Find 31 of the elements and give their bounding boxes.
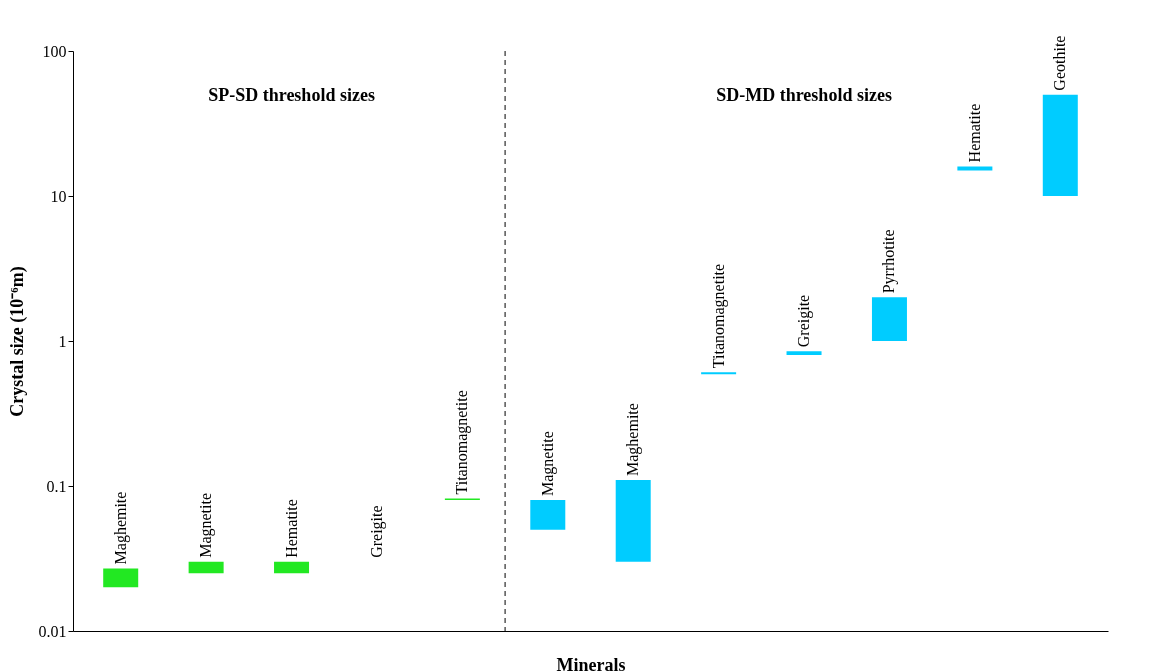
y-tick-label: 0.01	[38, 622, 67, 640]
y-tick-label: 1	[58, 332, 67, 350]
bar	[188, 561, 224, 574]
x-tick-label: Magnetite	[538, 431, 557, 497]
bar	[701, 372, 737, 375]
x-tick-label: Magnetite	[197, 492, 216, 558]
y-axis-title: Crystal size (10⁻⁶m)	[6, 266, 28, 417]
bar	[786, 351, 822, 356]
x-tick-label: Maghemite	[624, 403, 643, 476]
x-tick-label: Pyrrhotite	[880, 229, 899, 294]
bar	[274, 561, 310, 574]
bar	[1042, 94, 1078, 196]
bar	[530, 500, 566, 530]
x-tick-label: Titanomagnetite	[709, 263, 728, 369]
x-tick-label: Hematite	[965, 103, 983, 163]
x-tick-label: Titanomagnetite	[453, 390, 472, 495]
y-tick-label: 10	[50, 187, 67, 205]
bar	[103, 568, 139, 588]
y-tick-label: 100	[42, 42, 67, 60]
bar	[615, 480, 651, 562]
x-tick-label: Greigite	[795, 294, 814, 348]
x-tick-label: Maghemite	[111, 491, 130, 565]
x-tick-label: Geothite	[1051, 35, 1069, 91]
x-axis-title: Minerals	[556, 654, 626, 672]
annotation: SD-MD threshold sizes	[716, 85, 892, 105]
x-tick-label: Hematite	[282, 499, 300, 558]
y-tick-label: 0.1	[46, 477, 67, 495]
bar	[871, 297, 907, 341]
bar	[957, 166, 993, 171]
annotation: SP-SD threshold sizes	[208, 85, 375, 105]
x-tick-label: Greigite	[367, 505, 386, 558]
